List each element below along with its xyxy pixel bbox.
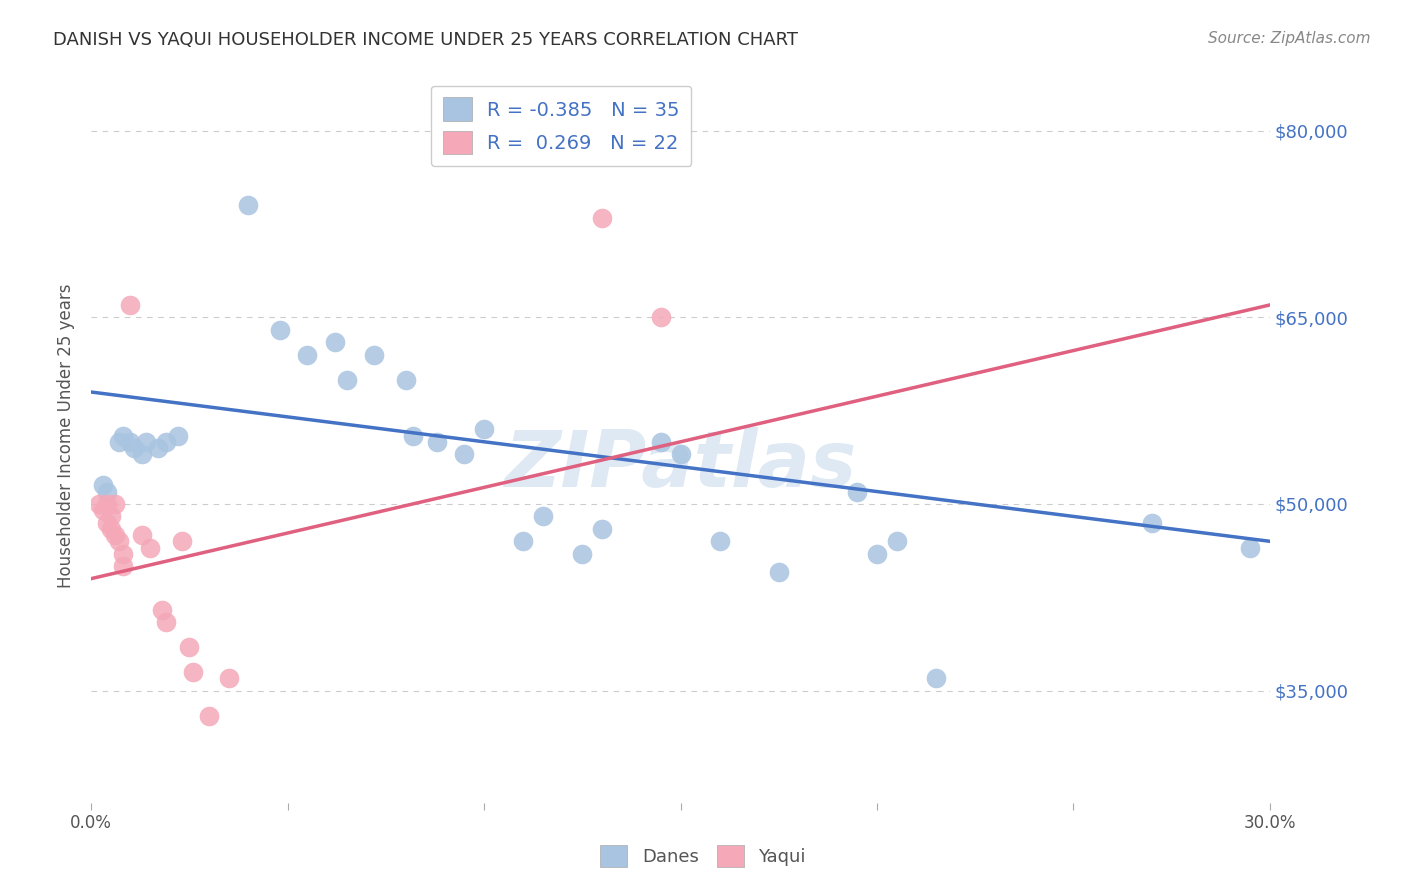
- Point: [650, 310, 672, 325]
- Point: [150, 603, 173, 617]
- Legend: Danes, Yaqui: Danes, Yaqui: [593, 838, 813, 874]
- Point: [166, 428, 188, 442]
- Point: [269, 323, 291, 337]
- Point: [100, 522, 122, 536]
- Point: [107, 434, 129, 449]
- Point: [571, 547, 593, 561]
- Point: [363, 348, 385, 362]
- Legend: R = -0.385   N = 35, R =  0.269   N = 22: R = -0.385 N = 35, R = 0.269 N = 22: [432, 86, 692, 166]
- Point: [402, 428, 425, 442]
- Text: Source: ZipAtlas.com: Source: ZipAtlas.com: [1208, 31, 1371, 46]
- Point: [426, 434, 449, 449]
- Point: [179, 640, 201, 654]
- Point: [1239, 541, 1261, 555]
- Point: [96, 516, 118, 530]
- Point: [146, 441, 169, 455]
- Point: [155, 434, 177, 449]
- Point: [846, 484, 869, 499]
- Point: [87, 497, 110, 511]
- Point: [1140, 516, 1163, 530]
- Point: [925, 671, 948, 685]
- Point: [181, 665, 204, 679]
- Point: [170, 534, 193, 549]
- Point: [104, 497, 127, 511]
- Point: [139, 541, 162, 555]
- Point: [512, 534, 534, 549]
- Text: DANISH VS YAQUI HOUSEHOLDER INCOME UNDER 25 YEARS CORRELATION CHART: DANISH VS YAQUI HOUSEHOLDER INCOME UNDER…: [53, 31, 799, 49]
- Point: [155, 615, 177, 630]
- Point: [111, 559, 134, 574]
- Point: [91, 503, 114, 517]
- Point: [297, 348, 319, 362]
- Point: [669, 447, 692, 461]
- Point: [96, 497, 118, 511]
- Point: [91, 478, 114, 492]
- Point: [709, 534, 731, 549]
- Point: [111, 547, 134, 561]
- Point: [135, 434, 157, 449]
- Point: [104, 528, 127, 542]
- Point: [394, 373, 416, 387]
- Point: [886, 534, 908, 549]
- Point: [100, 509, 122, 524]
- Point: [238, 198, 260, 212]
- Point: [335, 373, 357, 387]
- Point: [866, 547, 889, 561]
- Point: [650, 434, 672, 449]
- Point: [198, 708, 221, 723]
- Point: [453, 447, 475, 461]
- Point: [120, 434, 142, 449]
- Point: [591, 522, 613, 536]
- Point: [120, 298, 142, 312]
- Point: [96, 484, 118, 499]
- Point: [124, 441, 146, 455]
- Point: [218, 671, 240, 685]
- Point: [323, 335, 346, 350]
- Y-axis label: Householder Income Under 25 years: Householder Income Under 25 years: [58, 284, 75, 588]
- Point: [472, 422, 495, 436]
- Point: [131, 447, 153, 461]
- Point: [531, 509, 554, 524]
- Point: [107, 534, 129, 549]
- Text: ZIPatlas: ZIPatlas: [505, 427, 856, 503]
- Point: [591, 211, 613, 225]
- Point: [768, 566, 790, 580]
- Point: [111, 428, 134, 442]
- Point: [131, 528, 153, 542]
